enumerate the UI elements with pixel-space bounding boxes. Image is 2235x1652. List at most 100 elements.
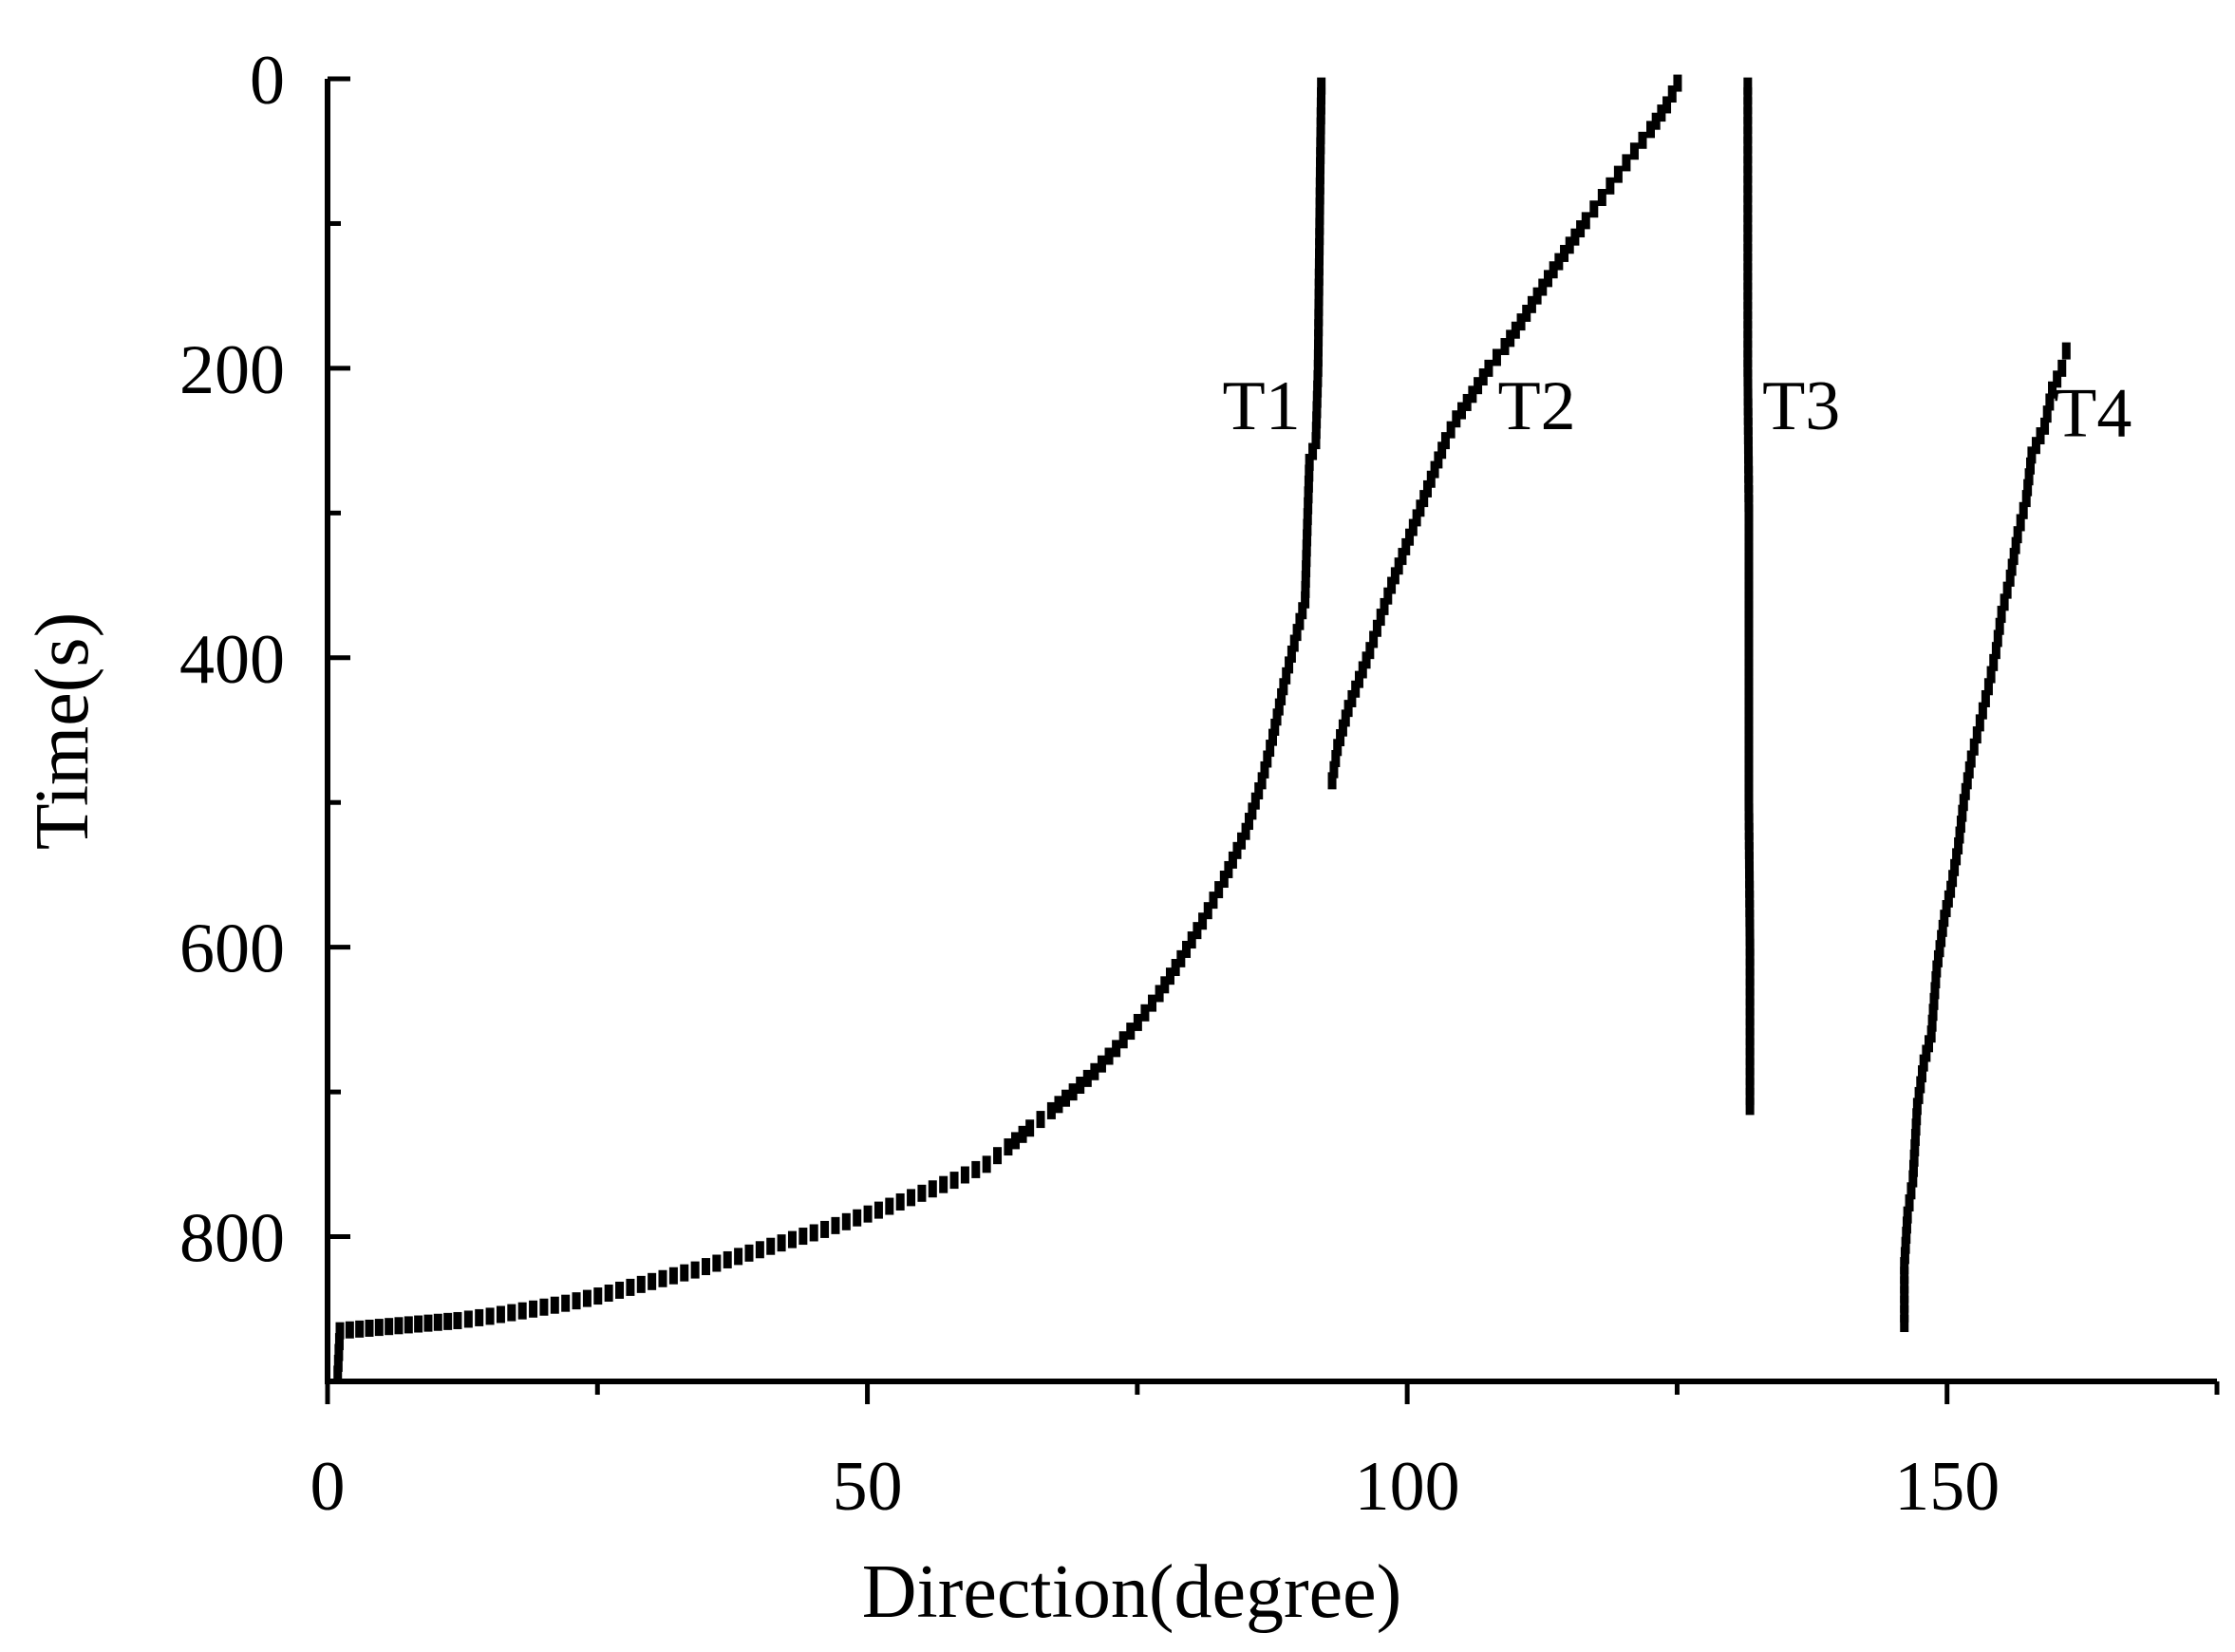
data-point-t4 — [1900, 1295, 1909, 1313]
data-point-t3 — [1743, 437, 1753, 455]
data-point-t1 — [443, 1312, 453, 1330]
data-point-t3 — [1744, 745, 1754, 763]
data-point-t1 — [1316, 137, 1325, 155]
data-point-t1 — [1214, 881, 1224, 899]
data-point-t2 — [1657, 104, 1666, 122]
data-point-t3 — [1745, 929, 1755, 947]
data-point-t3 — [1744, 600, 1754, 618]
data-point-t1 — [529, 1300, 538, 1318]
data-point-t3 — [1743, 282, 1753, 300]
data-point-t1 — [1232, 841, 1242, 859]
data-point-t1 — [593, 1287, 603, 1305]
data-point-t1 — [928, 1180, 937, 1198]
data-point-t4 — [1938, 919, 1947, 937]
data-point-t1 — [1097, 1055, 1106, 1073]
data-point-t1 — [1061, 1089, 1071, 1107]
data-point-t2 — [1446, 421, 1456, 439]
data-point-t2 — [1412, 509, 1421, 527]
data-point-t2 — [1629, 142, 1639, 160]
data-point-t1 — [1302, 539, 1311, 557]
data-point-t1 — [561, 1294, 571, 1312]
data-point-t3 — [1744, 687, 1754, 705]
data-point-t3 — [1745, 919, 1755, 937]
data-point-t3 — [1744, 706, 1754, 724]
data-point-t1 — [1304, 486, 1313, 504]
data-point-t1 — [1046, 1101, 1056, 1119]
data-point-t3 — [1743, 253, 1753, 272]
data-point-t2 — [1416, 499, 1425, 517]
data-point-t1 — [1068, 1083, 1078, 1101]
data-point-t4 — [1916, 1076, 1925, 1094]
data-point-t3 — [1745, 1027, 1755, 1045]
data-point-t1 — [993, 1147, 1003, 1165]
data-point-t3 — [1743, 359, 1753, 377]
data-point-t1 — [404, 1316, 413, 1334]
data-point-t3 — [1743, 427, 1753, 445]
x-tick-label: 150 — [1894, 1448, 2000, 1526]
data-point-t2 — [1543, 270, 1552, 288]
data-point-t3 — [1744, 832, 1754, 850]
data-point-t3 — [1745, 900, 1755, 918]
data-point-t4 — [1958, 804, 1967, 822]
data-point-t1 — [895, 1192, 905, 1211]
data-point-t2 — [1651, 112, 1661, 130]
data-point-t4 — [1933, 949, 1943, 967]
data-point-t4 — [1966, 750, 1976, 768]
data-point-t3 — [1745, 1078, 1755, 1096]
data-point-t4 — [1955, 826, 1964, 844]
y-tick-label: 200 — [179, 331, 285, 409]
data-point-t4 — [1922, 1044, 1931, 1062]
data-point-t2 — [1394, 557, 1403, 575]
data-point-t1 — [723, 1250, 732, 1268]
data-point-t1 — [1270, 718, 1280, 736]
data-point-t1 — [1244, 813, 1253, 831]
data-point-t1 — [1313, 369, 1323, 387]
data-point-t1 — [550, 1296, 559, 1314]
data-point-t3 — [1744, 542, 1754, 560]
data-point-t1 — [1316, 157, 1325, 175]
data-point-t1 — [1187, 931, 1196, 949]
data-point-t1 — [615, 1281, 625, 1299]
data-point-t1 — [1303, 529, 1312, 547]
data-point-t4 — [2024, 468, 2034, 486]
data-point-t4 — [2040, 417, 2050, 435]
data-point-t4 — [1917, 1065, 1926, 1083]
data-point-t2 — [1338, 719, 1347, 737]
data-point-t3 — [1745, 880, 1755, 898]
series-label-t4: T4 — [2054, 375, 2132, 453]
data-point-t4 — [1935, 940, 1944, 958]
data-point-t1 — [345, 1321, 354, 1339]
data-point-t4 — [2061, 342, 2071, 360]
data-point-t3 — [1744, 523, 1754, 541]
data-point-t1 — [1304, 497, 1313, 515]
data-point-t1 — [1312, 411, 1322, 429]
data-point-t4 — [2027, 446, 2037, 464]
data-point-t1 — [1314, 319, 1324, 337]
data-point-t3 — [1744, 485, 1754, 503]
data-point-t3 — [1744, 784, 1754, 802]
data-point-t4 — [2025, 457, 2035, 475]
data-point-t1 — [917, 1184, 927, 1202]
data-point-t3 — [1744, 803, 1754, 821]
data-point-t4 — [2057, 359, 2067, 377]
data-point-t2 — [1329, 760, 1339, 779]
data-point-t3 — [1743, 398, 1753, 416]
data-point-t1 — [1228, 851, 1237, 869]
data-point-t2 — [1462, 393, 1472, 411]
data-point-t4 — [2013, 526, 2022, 544]
data-point-t2 — [1380, 597, 1389, 615]
data-point-t3 — [1744, 668, 1754, 686]
data-point-t4 — [2016, 514, 2025, 532]
data-point-t1 — [1301, 580, 1310, 598]
data-point-t1 — [1241, 822, 1250, 840]
data-point-t2 — [1369, 630, 1379, 648]
data-point-t2 — [1576, 220, 1586, 238]
data-point-t1 — [1140, 1004, 1150, 1022]
data-point-t4 — [1906, 1182, 1916, 1200]
data-point-t1 — [1182, 940, 1192, 958]
data-point-t4 — [1972, 726, 1981, 744]
data-point-t1 — [863, 1205, 873, 1223]
data-point-t2 — [1478, 368, 1488, 386]
data-point-t3 — [1743, 86, 1753, 104]
data-point-t1 — [734, 1248, 743, 1266]
